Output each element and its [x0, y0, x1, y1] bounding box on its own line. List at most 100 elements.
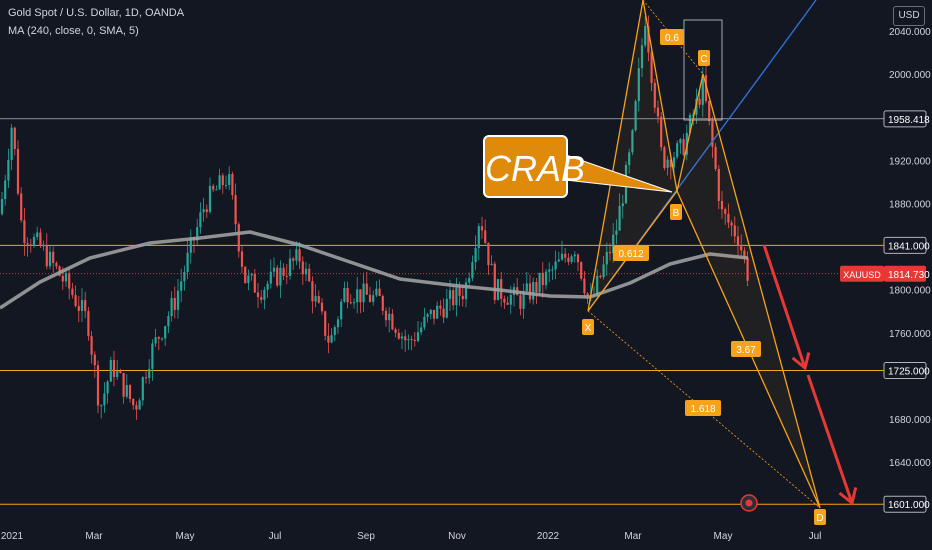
- candle-body: [231, 173, 234, 196]
- candle-body: [180, 281, 183, 291]
- candle-body: [554, 261, 557, 270]
- symbol-badge-label: XAUUSD: [843, 270, 881, 280]
- candle-body: [55, 263, 58, 267]
- candle-body: [167, 316, 170, 327]
- candle-body: [77, 305, 80, 311]
- candle-body: [557, 259, 560, 262]
- candle-body: [333, 327, 336, 336]
- candle-body: [570, 256, 573, 262]
- moving-average-line: [0, 230, 749, 310]
- candle-body: [244, 266, 247, 284]
- candle-body: [343, 287, 346, 302]
- candle-body: [580, 262, 583, 279]
- price-axis-label: 1640.000: [889, 458, 931, 469]
- candle-body: [263, 289, 266, 300]
- candle-body: [724, 209, 727, 214]
- candle-body: [132, 398, 135, 406]
- time-axis-label: Mar: [85, 531, 103, 542]
- candle-body: [583, 278, 586, 294]
- time-axis-label: Mar: [624, 531, 642, 542]
- candle-body: [474, 248, 477, 263]
- candle-body: [202, 209, 205, 213]
- price-level-label: 1601.000: [888, 500, 930, 511]
- candle-body: [352, 302, 356, 304]
- projection-arrow: [762, 244, 807, 369]
- candle-body: [362, 283, 365, 303]
- projection-arrowhead: [791, 352, 811, 371]
- candle-body: [448, 290, 452, 299]
- candle-body: [327, 335, 330, 343]
- candle-body: [269, 271, 272, 284]
- currency-button[interactable]: USD: [893, 6, 925, 26]
- candle-body: [292, 258, 295, 261]
- pattern-point-label-box: [814, 509, 826, 525]
- time-axis-label: May: [714, 531, 733, 542]
- candle-body: [135, 405, 138, 410]
- candle-body: [544, 271, 548, 286]
- candle-body: [384, 310, 388, 321]
- candle-body: [205, 209, 208, 212]
- candle-body: [317, 296, 320, 303]
- candle-body: [621, 203, 624, 207]
- candle-body: [71, 288, 74, 296]
- candle-body: [253, 274, 256, 293]
- candle-body: [138, 400, 141, 410]
- candle-body: [215, 189, 218, 191]
- candle-body: [0, 199, 4, 215]
- candle-body: [36, 232, 39, 238]
- candle-body: [356, 289, 359, 303]
- candle-body: [346, 287, 349, 303]
- economic-event-icon-dot: [745, 499, 753, 507]
- candle-body: [436, 305, 439, 319]
- candle-body: [100, 405, 103, 407]
- candle-body: [336, 319, 340, 328]
- candle-body: [506, 302, 509, 305]
- candle-body: [404, 336, 407, 341]
- candle-body: [154, 337, 157, 344]
- candle-body: [464, 282, 468, 300]
- candle-body: [359, 289, 362, 303]
- candle-body: [10, 127, 13, 161]
- candle-body: [13, 127, 16, 149]
- candle-body: [183, 272, 186, 282]
- candle-body: [397, 332, 400, 339]
- candle-body: [695, 98, 698, 115]
- fib-ratio-label-box: [731, 341, 761, 357]
- candle-body: [272, 267, 276, 272]
- fib-ratio-label-box: [685, 400, 721, 416]
- candle-body: [484, 230, 487, 243]
- candle-body: [42, 245, 45, 247]
- candle-body: [311, 281, 314, 302]
- pattern-point-label-box: [698, 50, 710, 66]
- candle-body: [4, 180, 7, 200]
- candle-body: [746, 257, 749, 281]
- candle-body: [157, 337, 160, 339]
- candle-body: [416, 332, 420, 342]
- candle-body: [368, 294, 372, 302]
- candle-body: [212, 185, 215, 190]
- candle-body: [234, 195, 237, 225]
- indicator-legend[interactable]: MA (240, close, 0, SMA, 5): [8, 25, 139, 37]
- candle-body: [637, 68, 640, 102]
- candle-body: [740, 245, 743, 251]
- candle-body: [173, 298, 176, 310]
- candle-body: [349, 302, 352, 304]
- candle-body: [122, 373, 125, 397]
- candle-body: [74, 295, 77, 306]
- pattern-point-label: D: [816, 513, 823, 524]
- candle-body: [314, 296, 317, 302]
- candle-body: [407, 338, 410, 341]
- candle-body: [720, 200, 724, 210]
- candle-body: [442, 308, 445, 318]
- candle-body: [567, 257, 570, 262]
- candle-body: [151, 343, 154, 369]
- candle-body: [112, 360, 116, 378]
- candle-body: [420, 327, 423, 333]
- candle-body: [535, 281, 538, 293]
- candle-body: [618, 206, 621, 231]
- time-axis-label: Sep: [357, 531, 375, 542]
- price-axis-label: 1880.000: [889, 199, 931, 210]
- candle-body: [301, 261, 304, 275]
- time-axis-label: Nov: [448, 531, 466, 542]
